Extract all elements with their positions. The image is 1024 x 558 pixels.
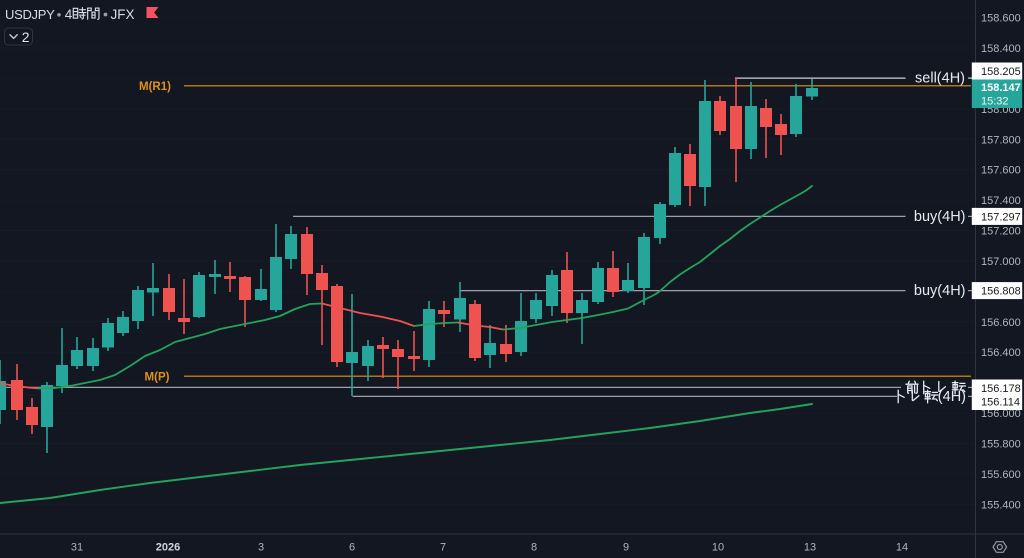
svg-text:14: 14 <box>896 542 908 554</box>
svg-text:156.000: 156.000 <box>981 408 1021 420</box>
svg-text:156.808: 156.808 <box>981 286 1021 298</box>
svg-text:158.147: 158.147 <box>981 82 1021 94</box>
svg-text:2: 2 <box>22 29 30 45</box>
svg-text:8: 8 <box>531 542 537 554</box>
svg-text:15:32: 15:32 <box>981 96 1009 108</box>
svg-text:157.600: 157.600 <box>981 165 1021 177</box>
svg-text:M(R1): M(R1) <box>139 81 171 93</box>
svg-text:buy(4H): buy(4H) <box>914 283 966 299</box>
svg-text:157.800: 157.800 <box>981 134 1021 146</box>
svg-text:JFX: JFX <box>111 7 135 22</box>
svg-text:158.400: 158.400 <box>981 43 1021 55</box>
svg-text:155.800: 155.800 <box>981 439 1021 451</box>
svg-text:156.600: 156.600 <box>981 317 1021 329</box>
svg-text:158.600: 158.600 <box>981 13 1021 25</box>
svg-text:157.200: 157.200 <box>981 226 1021 238</box>
svg-text:31: 31 <box>71 542 83 554</box>
svg-text:156.178: 156.178 <box>981 383 1021 395</box>
svg-text:(4H): (4H) <box>938 389 966 405</box>
svg-text:buy(4H): buy(4H) <box>914 209 966 225</box>
svg-text:155.400: 155.400 <box>981 499 1021 511</box>
svg-text:155.600: 155.600 <box>981 469 1021 481</box>
svg-text:7: 7 <box>440 542 446 554</box>
svg-text:3: 3 <box>258 542 264 554</box>
svg-text:157.297: 157.297 <box>981 211 1021 223</box>
svg-text:157.400: 157.400 <box>981 195 1021 207</box>
svg-text:6: 6 <box>349 542 355 554</box>
svg-text:10: 10 <box>712 542 724 554</box>
svg-text:156.400: 156.400 <box>981 347 1021 359</box>
svg-text:9: 9 <box>623 542 629 554</box>
svg-text:4: 4 <box>65 7 73 22</box>
svg-text:156.114: 156.114 <box>981 397 1020 409</box>
svg-text:USDJPY: USDJPY <box>5 7 55 22</box>
svg-text:2026: 2026 <box>156 542 180 554</box>
svg-text:sell(4H): sell(4H) <box>915 70 965 86</box>
svg-text:13: 13 <box>804 542 816 554</box>
svg-text:158.205: 158.205 <box>981 66 1021 78</box>
svg-text:M(P): M(P) <box>145 372 170 384</box>
svg-text:157.000: 157.000 <box>981 256 1021 268</box>
